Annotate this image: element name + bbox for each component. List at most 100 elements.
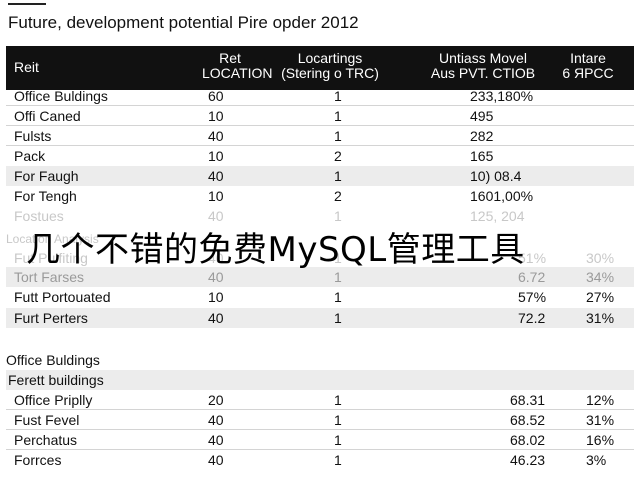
table-row: Furt Perters 40 1 72.2 31% xyxy=(6,308,634,328)
row-value: 165 xyxy=(470,148,494,164)
header-col-location: Ret LOCATION xyxy=(202,50,273,81)
row-name: Pack xyxy=(14,148,46,164)
row-count: 1 xyxy=(334,208,342,224)
row-count: 1 xyxy=(334,168,342,184)
table-row: Fut Pulfiting 40 1 51% 30% xyxy=(6,248,634,268)
table-row: Office Buldings 60 1 233,180% xyxy=(6,86,634,106)
header-col-reit: Reit xyxy=(14,59,39,75)
row-value: 51% xyxy=(518,250,547,266)
row-percent: 3% xyxy=(586,452,607,468)
row-percent: 31% xyxy=(586,412,615,428)
table-row: For Faugh 40 1 10) 08.4 xyxy=(6,166,634,186)
row-location: 40 xyxy=(208,168,224,184)
row-count: 1 xyxy=(334,128,342,144)
row-location: 40 xyxy=(208,128,224,144)
row-name: Fostues xyxy=(14,208,64,224)
row-location: 10 xyxy=(208,289,224,305)
row-value: 68.31 xyxy=(510,392,546,408)
row-divider xyxy=(6,429,634,430)
table-row: Forrces 40 1 46.23 3% xyxy=(6,450,634,470)
row-name: Forrces xyxy=(14,452,62,468)
table-header: Reit Ret LOCATION Locartings (Stering o … xyxy=(6,46,634,90)
header-col-untiass-line2: Aus PVT. CTIOB xyxy=(430,65,536,81)
row-location: 10 xyxy=(208,188,224,204)
row-divider xyxy=(6,449,634,450)
row-value: 1601,00% xyxy=(470,188,534,204)
page-title: Future, development potential Pire opder… xyxy=(8,13,359,32)
table-row: Office Priplly 20 1 68.31 12% xyxy=(6,390,634,410)
row-value: 495 xyxy=(470,108,494,124)
row-count: 1 xyxy=(334,250,342,266)
row-name: Fust Fevel xyxy=(14,412,80,428)
header-col-intare-line1: Intare xyxy=(570,50,606,66)
row-name: Perchatus xyxy=(14,432,78,448)
row-location: 40 xyxy=(208,269,224,285)
row-percent: 30% xyxy=(586,250,615,266)
table-row: Fust Fevel 40 1 68.52 31% xyxy=(6,410,634,430)
row-value: 57% xyxy=(518,289,547,305)
row-location: 40 xyxy=(208,412,224,428)
row-name: Futt Portouated xyxy=(14,289,111,305)
header-col-locartings-line2: (Stering o TRC) xyxy=(281,65,379,81)
header-col-location-line1: Ret xyxy=(219,50,241,66)
row-percent: 34% xyxy=(586,269,615,285)
row-count: 1 xyxy=(334,310,342,326)
row-location: 40 xyxy=(208,310,224,326)
row-divider xyxy=(6,145,634,146)
row-name: For Faugh xyxy=(14,168,79,184)
row-count: 2 xyxy=(334,148,342,164)
row-count: 1 xyxy=(334,88,342,104)
row-location: 40 xyxy=(208,432,224,448)
row-count: 1 xyxy=(334,289,342,305)
row-count: 1 xyxy=(334,108,342,124)
row-location: 40 xyxy=(208,452,224,468)
header-col-untiass-line1: Untiass Movel xyxy=(439,50,527,66)
table-row: Fulsts 40 1 282 xyxy=(6,126,634,146)
row-value: 10) 08.4 xyxy=(470,168,522,184)
table-row: Pack 10 2 165 xyxy=(6,146,634,166)
row-value: 68.02 xyxy=(510,432,546,448)
row-count: 1 xyxy=(334,412,342,428)
table-row: Tort Farses 40 1 6.72 34% xyxy=(6,267,634,287)
table-row: Futt Portouated 10 1 57% 27% xyxy=(6,287,634,307)
row-value: 125, 204 xyxy=(470,208,525,224)
row-name: Office Priplly xyxy=(14,392,93,408)
row-name: Tort Farses xyxy=(14,269,85,285)
row-divider xyxy=(6,105,634,106)
row-location: 10 xyxy=(208,148,224,164)
row-name: Furt Perters xyxy=(14,310,88,326)
row-location: 20 xyxy=(208,392,224,408)
row-name: Offi Caned xyxy=(14,108,81,124)
table-row: Perchatus 40 1 68.02 16% xyxy=(6,430,634,450)
row-value: 72.2 xyxy=(518,310,546,326)
header-col-locartings-line1: Locartings xyxy=(297,50,363,66)
row-count: 1 xyxy=(334,269,342,285)
row-count: 1 xyxy=(334,452,342,468)
row-name: Fut Pulfiting xyxy=(14,250,88,266)
row-location: 40 xyxy=(208,250,224,266)
header-col-locartings: Locartings (Stering o TRC) xyxy=(260,51,400,81)
row-location: 40 xyxy=(208,208,224,224)
row-percent: 16% xyxy=(586,432,615,448)
row-name: For Tengh xyxy=(14,188,77,204)
row-divider xyxy=(6,409,634,410)
row-value: 46.23 xyxy=(510,452,546,468)
row-name: Fulsts xyxy=(14,128,52,144)
header-col-location-line2: LOCATION xyxy=(202,65,273,81)
faded-section-label: Location Analysis xyxy=(6,232,99,246)
table-row: Offi Caned 10 1 495 xyxy=(6,106,634,126)
row-value: 6.72 xyxy=(518,269,546,285)
row-percent: 31% xyxy=(586,310,615,326)
row-location: 10 xyxy=(208,108,224,124)
row-divider xyxy=(6,125,634,126)
row-location: 60 xyxy=(208,88,224,104)
section-ferett-label: Ferett buildings xyxy=(8,372,104,388)
section-office-buildings: Office Buldings xyxy=(6,352,100,368)
table-row: Fostues 40 1 125, 204 xyxy=(6,206,634,226)
table-row: For Tengh 10 2 1601,00% xyxy=(6,186,634,206)
watermark-caption: 几个不错的免费MySQL管理工具 xyxy=(26,230,525,270)
header-col-untiass: Untiass Movel Aus PVT. CTIOB xyxy=(418,51,548,81)
row-count: 1 xyxy=(334,432,342,448)
section-ferett-buildings: Ferett buildings xyxy=(6,370,634,390)
header-col-intare-line2: 6 ЯPCC xyxy=(562,65,614,81)
